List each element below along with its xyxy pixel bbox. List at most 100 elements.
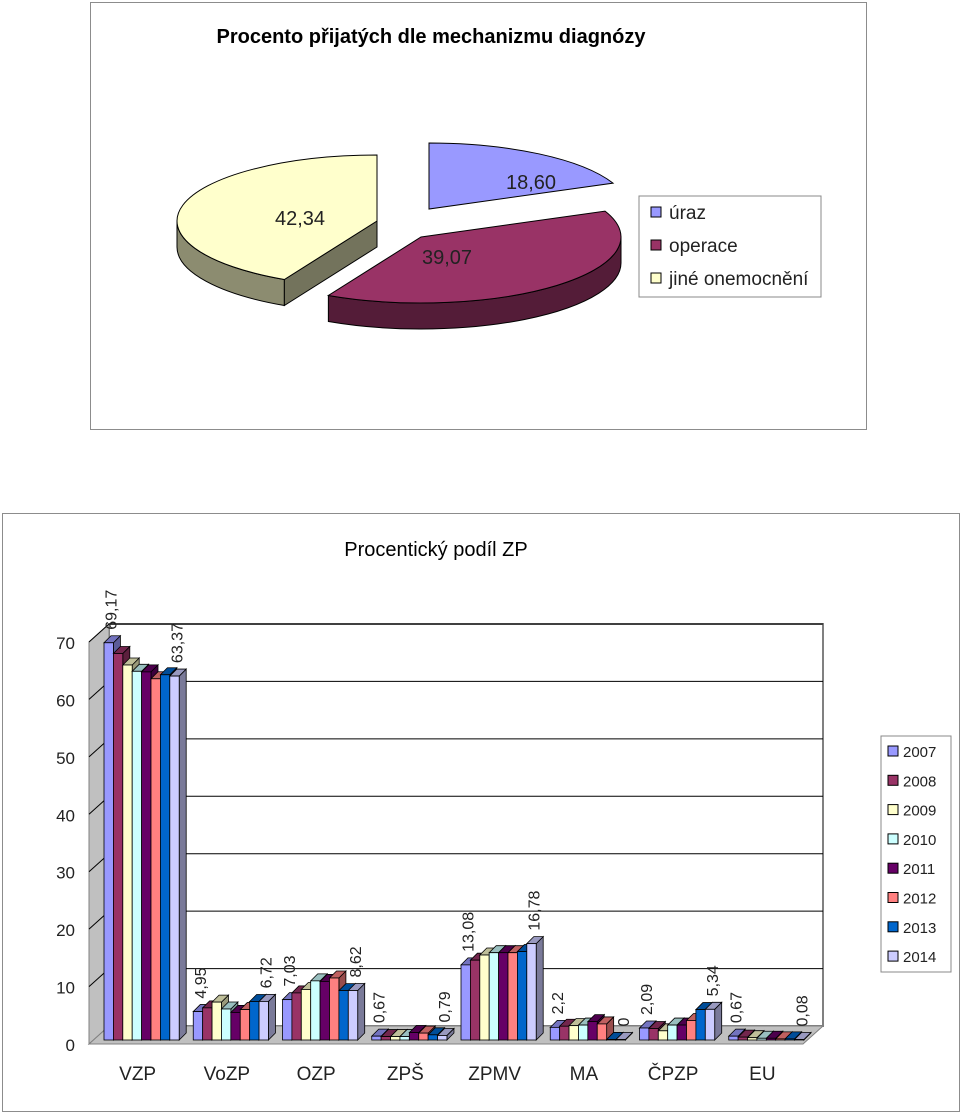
bar-legend-label-6: 2013 [903, 920, 936, 937]
bar-front [408, 1032, 420, 1041]
bar-legend-swatch-3 [887, 833, 899, 845]
bar-front [559, 1025, 570, 1041]
bar-legend-swatch-1 [887, 774, 899, 786]
bar-front [695, 1009, 706, 1041]
pie-legend-swatch-1 [650, 239, 662, 251]
pie-slice-top-2 [176, 154, 378, 281]
pie-legend-label-1: operace [669, 236, 738, 257]
bar-y-tick-label: 60 [56, 691, 75, 710]
bar-data-label-12: 2,09 [639, 984, 656, 1015]
bar-front [399, 1036, 410, 1041]
bar-front [596, 1023, 608, 1041]
bar-front [479, 954, 490, 1041]
bar-VoZP-2014 [258, 993, 277, 1041]
bar-legend-label-5: 2012 [903, 891, 936, 908]
bar-front [784, 1038, 795, 1041]
bar-front [469, 959, 481, 1041]
bar-front [775, 1038, 786, 1041]
bar-front [507, 952, 518, 1041]
pie-legend: úraz operace jiné onemocnění [638, 195, 822, 298]
bar-legend-swatch-2 [887, 804, 899, 816]
pie-slice-top-1 [327, 210, 622, 304]
pie-slice-0 [428, 142, 615, 210]
bar-data-label-2: 4,95 [193, 967, 210, 998]
bar-front [704, 1008, 716, 1041]
bar-front [648, 1028, 659, 1041]
bar-data-label-8: 13,08 [461, 912, 478, 952]
bar-category-label-3: ZPŠ [387, 1063, 424, 1085]
bar-data-label-7: 0,79 [437, 991, 454, 1022]
bar-front [526, 943, 537, 1041]
bar-front [747, 1037, 758, 1041]
pie-slice-1 [327, 210, 622, 330]
pie-data-label-2: 42,34 [275, 208, 325, 230]
bar-front [131, 670, 142, 1041]
bar-front [291, 992, 302, 1041]
bar-front [239, 1009, 251, 1041]
bar-y-tick-label: 0 [66, 1036, 75, 1055]
bar-front [756, 1037, 767, 1041]
bar-OZP-2014 [347, 982, 366, 1041]
bar-front [568, 1025, 579, 1041]
bar-category-label-4: ZPMV [468, 1064, 521, 1085]
bar-category-label-0: VZP [119, 1064, 156, 1085]
bar-y-tick-label: 40 [56, 806, 75, 825]
bar-legend-swatch-4 [887, 862, 899, 874]
bar-legend-label-7: 2014 [903, 949, 936, 966]
bar-chart-panel: Procentický podíl ZP 0 10 20 30 40 50 60 70 VZP Vo… [2, 513, 960, 1112]
bar-front [390, 1036, 401, 1041]
bar-side [357, 982, 366, 1041]
bar-front [498, 952, 509, 1041]
bar-ZPMV-2014 [525, 935, 545, 1041]
bar-front [578, 1024, 589, 1041]
bar-front [615, 1039, 626, 1041]
bar-data-label-3: 6,72 [259, 957, 276, 988]
bar-legend-label-1: 2008 [903, 773, 936, 790]
pie-legend-swatch-0 [650, 206, 662, 218]
bar-front [794, 1039, 805, 1041]
bar-y-tick-label: 50 [56, 749, 75, 768]
pie-slice-top-0 [428, 142, 615, 210]
bar-front [517, 951, 528, 1041]
bar-front [676, 1024, 687, 1041]
pie-slice-2 [176, 154, 378, 307]
bar-front [221, 1008, 232, 1041]
bar-front [113, 653, 124, 1041]
pie-legend-swatch-2 [650, 272, 662, 284]
bar-front [249, 1001, 260, 1041]
bar-front [549, 1026, 561, 1041]
bar-front [122, 664, 133, 1041]
bar-y-tick-label: 30 [56, 864, 75, 883]
pie-legend-label-0: úraz [669, 203, 706, 224]
bar-front [329, 977, 340, 1041]
bar-data-label-14: 0,67 [728, 992, 745, 1023]
bar-legend: 2007 2008 2009 2010 2011 2012 2013 2014 [880, 735, 952, 973]
bar-front [427, 1034, 438, 1041]
bar-front [460, 964, 471, 1041]
bar-front [657, 1030, 669, 1041]
bar-data-label-0: 69,17 [104, 590, 121, 630]
bar-legend-label-3: 2010 [903, 832, 936, 849]
bar-front [639, 1027, 650, 1041]
bar-data-label-11: 0 [616, 1018, 633, 1027]
bar-category-label-5: MA [570, 1064, 599, 1085]
bar-legend-swatch-6 [887, 921, 899, 933]
bar-front [230, 1012, 241, 1041]
bar-front [587, 1021, 598, 1041]
bar-data-label-5: 8,62 [348, 946, 365, 977]
bar-front [686, 1020, 697, 1041]
bar-grid-side [88, 623, 110, 643]
bar-front [310, 980, 321, 1041]
pie-title: Procento přijatých dle mechanizmu diagnó… [217, 26, 647, 48]
bar-front [211, 1001, 222, 1041]
bar-data-label-13: 5,34 [705, 965, 722, 996]
bar-data-label-10: 2,2 [550, 992, 567, 1014]
bar-legend-swatch-5 [887, 892, 899, 903]
bar-legend-label-2: 2009 [903, 803, 936, 820]
bar-front [159, 674, 171, 1041]
bar-front [765, 1037, 777, 1041]
bar-front [347, 990, 359, 1041]
bar-front [338, 990, 349, 1041]
bar-category-label-7: EU [749, 1064, 775, 1085]
bar-front [150, 678, 161, 1041]
